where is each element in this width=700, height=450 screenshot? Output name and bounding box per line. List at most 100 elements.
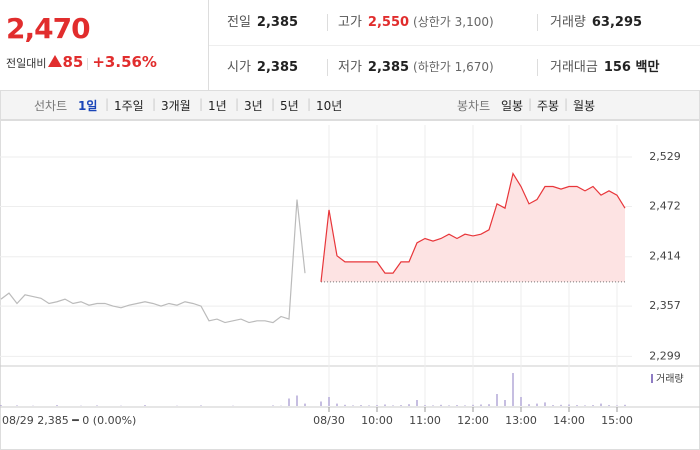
separator: | — [235, 97, 240, 111]
period-tab[interactable]: 5년 — [280, 99, 299, 113]
period-tab[interactable]: 10년 — [316, 99, 343, 113]
summary-row: 전일 2,385 고가 2,550 (상한가 3,100) 거래량 63,295 — [209, 0, 700, 46]
volume-bar — [624, 404, 626, 406]
x-tick-label: 15:00 — [601, 414, 633, 427]
volume-bar — [496, 394, 498, 406]
volume-bar — [0, 405, 2, 406]
value: 2,385 — [367, 60, 410, 75]
volume-bar — [336, 403, 338, 406]
y-tick-label: 2,299 — [649, 349, 681, 362]
tab-group-label: 선차트 — [34, 99, 68, 113]
separator: | — [152, 97, 157, 111]
summary-cell: 거래량 63,295 — [537, 14, 642, 31]
period-tabs: 선차트 1일 | 1주일 | 3개월 | 1년 | 3년 | 5년 | 10년 봉차트 일봉 | 주봉 | 월봉 — [0, 90, 700, 120]
volume-bar — [288, 398, 290, 406]
label: 거래량 — [550, 15, 586, 30]
volume-bar — [344, 404, 346, 406]
x-tick-label: 10:00 — [361, 414, 393, 427]
volume-bar — [600, 403, 602, 406]
volume-bar — [416, 400, 418, 406]
y-tick-label: 2,414 — [649, 250, 681, 263]
status-text: 08/29 2,385 ━ 0 (0.00%) — [2, 414, 136, 427]
value: 63,295 — [591, 15, 643, 30]
volume-bar — [536, 403, 538, 406]
volume-bar — [400, 405, 402, 406]
x-tick-label: 12:00 — [457, 414, 489, 427]
summary-cell: 저가 2,385 (하한가 1,670) — [327, 59, 494, 76]
period-tab[interactable]: 1일 — [78, 99, 98, 113]
change-value: 85 — [62, 53, 84, 71]
volume-bar — [144, 405, 146, 406]
value: 2,550 — [367, 15, 410, 30]
volume-bar — [368, 405, 370, 406]
summary-cell: 시가 2,385 — [227, 45, 298, 90]
volume-bar — [384, 404, 386, 406]
value: 156 백만 — [603, 60, 660, 75]
volume-bar — [424, 405, 426, 406]
price-line — [320, 171, 626, 282]
volume-bar — [504, 400, 506, 406]
value: 2,385 — [256, 15, 299, 30]
summary-cell: 고가 2,550 (상한가 3,100) — [327, 14, 494, 31]
note: (하한가 1,670) — [413, 60, 494, 74]
label: 시가 — [227, 60, 251, 75]
price-line — [0, 199, 306, 324]
volume-bar — [360, 405, 362, 406]
label: 전일 — [227, 15, 251, 30]
candle-tab[interactable]: 월봉 — [573, 99, 596, 113]
summary-cell: 거래대금 156 백만 — [537, 59, 659, 76]
x-tick-label: 14:00 — [553, 414, 585, 427]
volume-bar — [472, 404, 474, 406]
volume-bar — [480, 404, 482, 406]
volume-bar — [352, 405, 354, 406]
separator: | — [528, 97, 533, 111]
volume-bar — [304, 403, 306, 406]
volume-bar — [408, 404, 410, 406]
volume-bar — [544, 402, 546, 406]
volume-bar — [96, 405, 98, 406]
volume-bar — [392, 405, 394, 406]
volume-bar — [200, 405, 202, 406]
legend-swatch — [651, 374, 653, 383]
volume-bar — [552, 405, 554, 406]
period-tab[interactable]: 1년 — [208, 99, 227, 113]
volume-bar — [488, 404, 490, 406]
separator: | — [564, 97, 569, 111]
candle-tab[interactable]: 주봉 — [537, 99, 560, 113]
note: (상한가 3,100) — [413, 15, 494, 29]
volume-bar — [592, 405, 594, 406]
separator: | — [307, 97, 312, 111]
volume-bar — [320, 401, 322, 406]
volume-bar — [560, 404, 562, 406]
volume-bar — [432, 405, 434, 406]
chart: 08/29 2,385 ━ 0 (0.00%) 2,299 2,357 2,414 2… — [0, 120, 700, 450]
separator: | — [199, 97, 204, 111]
summary-cell: 전일 2,385 — [227, 0, 298, 45]
value: 2,385 — [256, 60, 299, 75]
period-tab[interactable]: 1주일 — [114, 99, 144, 113]
volume-bar — [512, 373, 514, 406]
period-tab[interactable]: 3개월 — [161, 99, 191, 113]
candle-tab[interactable]: 일봉 — [501, 99, 524, 113]
quote-header: 2,470 전일대비 85 +3.56% 전일 2,385 고가 2,550 (상한가 3… — [0, 0, 700, 91]
volume-bar — [584, 405, 586, 406]
volume-bar — [272, 405, 274, 406]
volume-bar — [16, 405, 18, 406]
label: 고가 — [338, 15, 362, 30]
change: 전일대비 85 +3.56% — [6, 53, 157, 71]
volume-bar — [448, 405, 450, 406]
price-box: 2,470 전일대비 85 +3.56% — [0, 0, 209, 90]
label: 거래대금 — [550, 60, 598, 75]
period-tab[interactable]: 3년 — [244, 99, 263, 113]
up-icon — [48, 55, 63, 67]
volume-bar — [520, 397, 522, 406]
y-tick-label: 2,357 — [649, 299, 681, 312]
volume-bar — [328, 397, 330, 406]
tab-group-label: 봉차트 — [457, 99, 491, 113]
x-tick-label: 11:00 — [409, 414, 441, 427]
volume-bar — [608, 405, 610, 406]
y-tick-label: 2,472 — [649, 199, 681, 212]
volume-bar — [616, 405, 618, 406]
